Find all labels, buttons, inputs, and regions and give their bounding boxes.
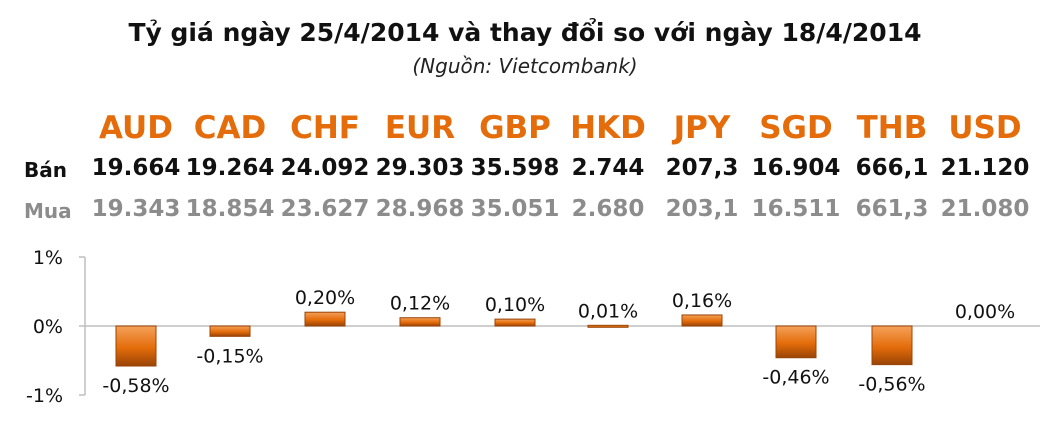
data-label-cad: -0,15%: [196, 345, 263, 367]
buy-rate-cad: 18.854: [185, 196, 275, 222]
data-label-hkd: 0,01%: [578, 300, 638, 322]
currency-code-eur: EUR: [384, 110, 456, 146]
bar-aud: [115, 325, 157, 367]
bar-jpy: [681, 314, 723, 327]
currency-code-thb: THB: [856, 110, 928, 146]
bar-cad: [209, 325, 251, 337]
buy-rate-hkd: 2.680: [571, 196, 645, 222]
sell-rate-jpy: 207,3: [665, 155, 739, 181]
sell-rate-aud: 19.664: [91, 155, 181, 181]
buy-row-label: Mua: [24, 199, 72, 223]
data-label-eur: 0,12%: [390, 293, 450, 315]
currency-code-chf: CHF: [290, 110, 360, 146]
buy-rate-jpy: 203,1: [665, 196, 739, 222]
sell-rate-sgd: 16.904: [751, 155, 841, 181]
bar-gbp: [494, 318, 536, 327]
sell-rate-thb: 666,1: [855, 155, 929, 181]
currency-code-usd: USD: [948, 110, 1022, 146]
sell-rate-eur: 29.303: [375, 155, 465, 181]
data-label-thb: -0,56%: [858, 374, 925, 396]
bar-sgd: [775, 325, 817, 359]
bar-thb: [871, 325, 913, 366]
currency-code-aud: AUD: [99, 110, 173, 146]
buy-rate-chf: 23.627: [280, 196, 370, 222]
sell-rate-hkd: 2.744: [571, 155, 645, 181]
data-label-sgd: -0,46%: [762, 367, 829, 389]
sell-rate-gbp: 35.598: [470, 155, 560, 181]
buy-rate-gbp: 35.051: [470, 196, 560, 222]
bar-chf: [304, 311, 346, 327]
currency-code-jpy: JPY: [673, 110, 731, 146]
y-tick-label: 1%: [33, 247, 63, 269]
buy-rate-sgd: 16.511: [751, 196, 841, 222]
chart-source: (Nguồn: Vietcombank): [412, 54, 638, 78]
currency-code-gbp: GBP: [479, 110, 551, 146]
buy-rate-aud: 19.343: [91, 196, 181, 222]
sell-row-label: Bán: [24, 158, 67, 182]
sell-rate-chf: 24.092: [280, 155, 370, 181]
data-label-aud: -0,58%: [102, 375, 169, 397]
buy-rate-thb: 661,3: [855, 196, 929, 222]
data-label-chf: 0,20%: [295, 287, 355, 309]
buy-rate-eur: 28.968: [375, 196, 465, 222]
currency-code-sgd: SGD: [759, 110, 833, 146]
data-label-gbp: 0,10%: [485, 294, 545, 316]
currency-code-hkd: HKD: [570, 110, 646, 146]
chart-title: Tỷ giá ngày 25/4/2014 và thay đổi so với…: [128, 18, 922, 47]
data-label-jpy: 0,16%: [672, 290, 732, 312]
bar-eur: [399, 317, 441, 327]
sell-rate-usd: 21.120: [940, 155, 1030, 181]
buy-rate-usd: 21.080: [940, 196, 1030, 222]
data-label-usd: 0,00%: [955, 301, 1015, 323]
y-tick-label: 0%: [33, 316, 63, 338]
sell-rate-cad: 19.264: [185, 155, 275, 181]
bar-hkd: [587, 324, 629, 328]
currency-code-cad: CAD: [193, 110, 267, 146]
y-tick-label: -1%: [26, 385, 63, 407]
